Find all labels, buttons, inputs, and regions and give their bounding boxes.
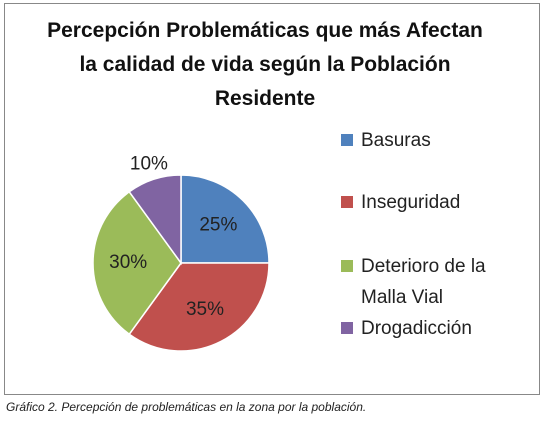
legend-swatch bbox=[341, 134, 353, 146]
value-label: 35% bbox=[186, 299, 224, 320]
pie-slice bbox=[128, 262, 270, 352]
legend-item: Drogadicción bbox=[337, 313, 531, 344]
legend-item: Basuras bbox=[337, 125, 531, 156]
legend-item: Inseguridad bbox=[337, 187, 531, 218]
chart: 25% 35% 30% 10% bbox=[92, 153, 270, 352]
pie-slice bbox=[128, 174, 182, 266]
pie-slice bbox=[92, 190, 182, 336]
legend-label: Drogadicción bbox=[361, 318, 472, 339]
value-label: 30% bbox=[109, 252, 147, 273]
chart-frame bbox=[4, 3, 540, 395]
legend-swatch bbox=[341, 322, 353, 334]
legend-swatch bbox=[341, 260, 353, 272]
legend-label: Deterioro de la Malla Vial bbox=[361, 256, 486, 308]
caption: Gráfico 2. Percepción de problemáticas e… bbox=[6, 400, 367, 414]
legend-swatch bbox=[341, 196, 353, 208]
pie-slice bbox=[180, 174, 270, 264]
value-label: 10% bbox=[130, 153, 168, 174]
legend-label: Basuras bbox=[361, 130, 431, 151]
chart-title: Percepción Problemáticas que más Afectan… bbox=[47, 19, 483, 110]
legend-label: Inseguridad bbox=[361, 192, 461, 213]
value-label: 25% bbox=[199, 215, 237, 236]
legend-item: Deterioro de la Malla Vial bbox=[337, 251, 531, 313]
